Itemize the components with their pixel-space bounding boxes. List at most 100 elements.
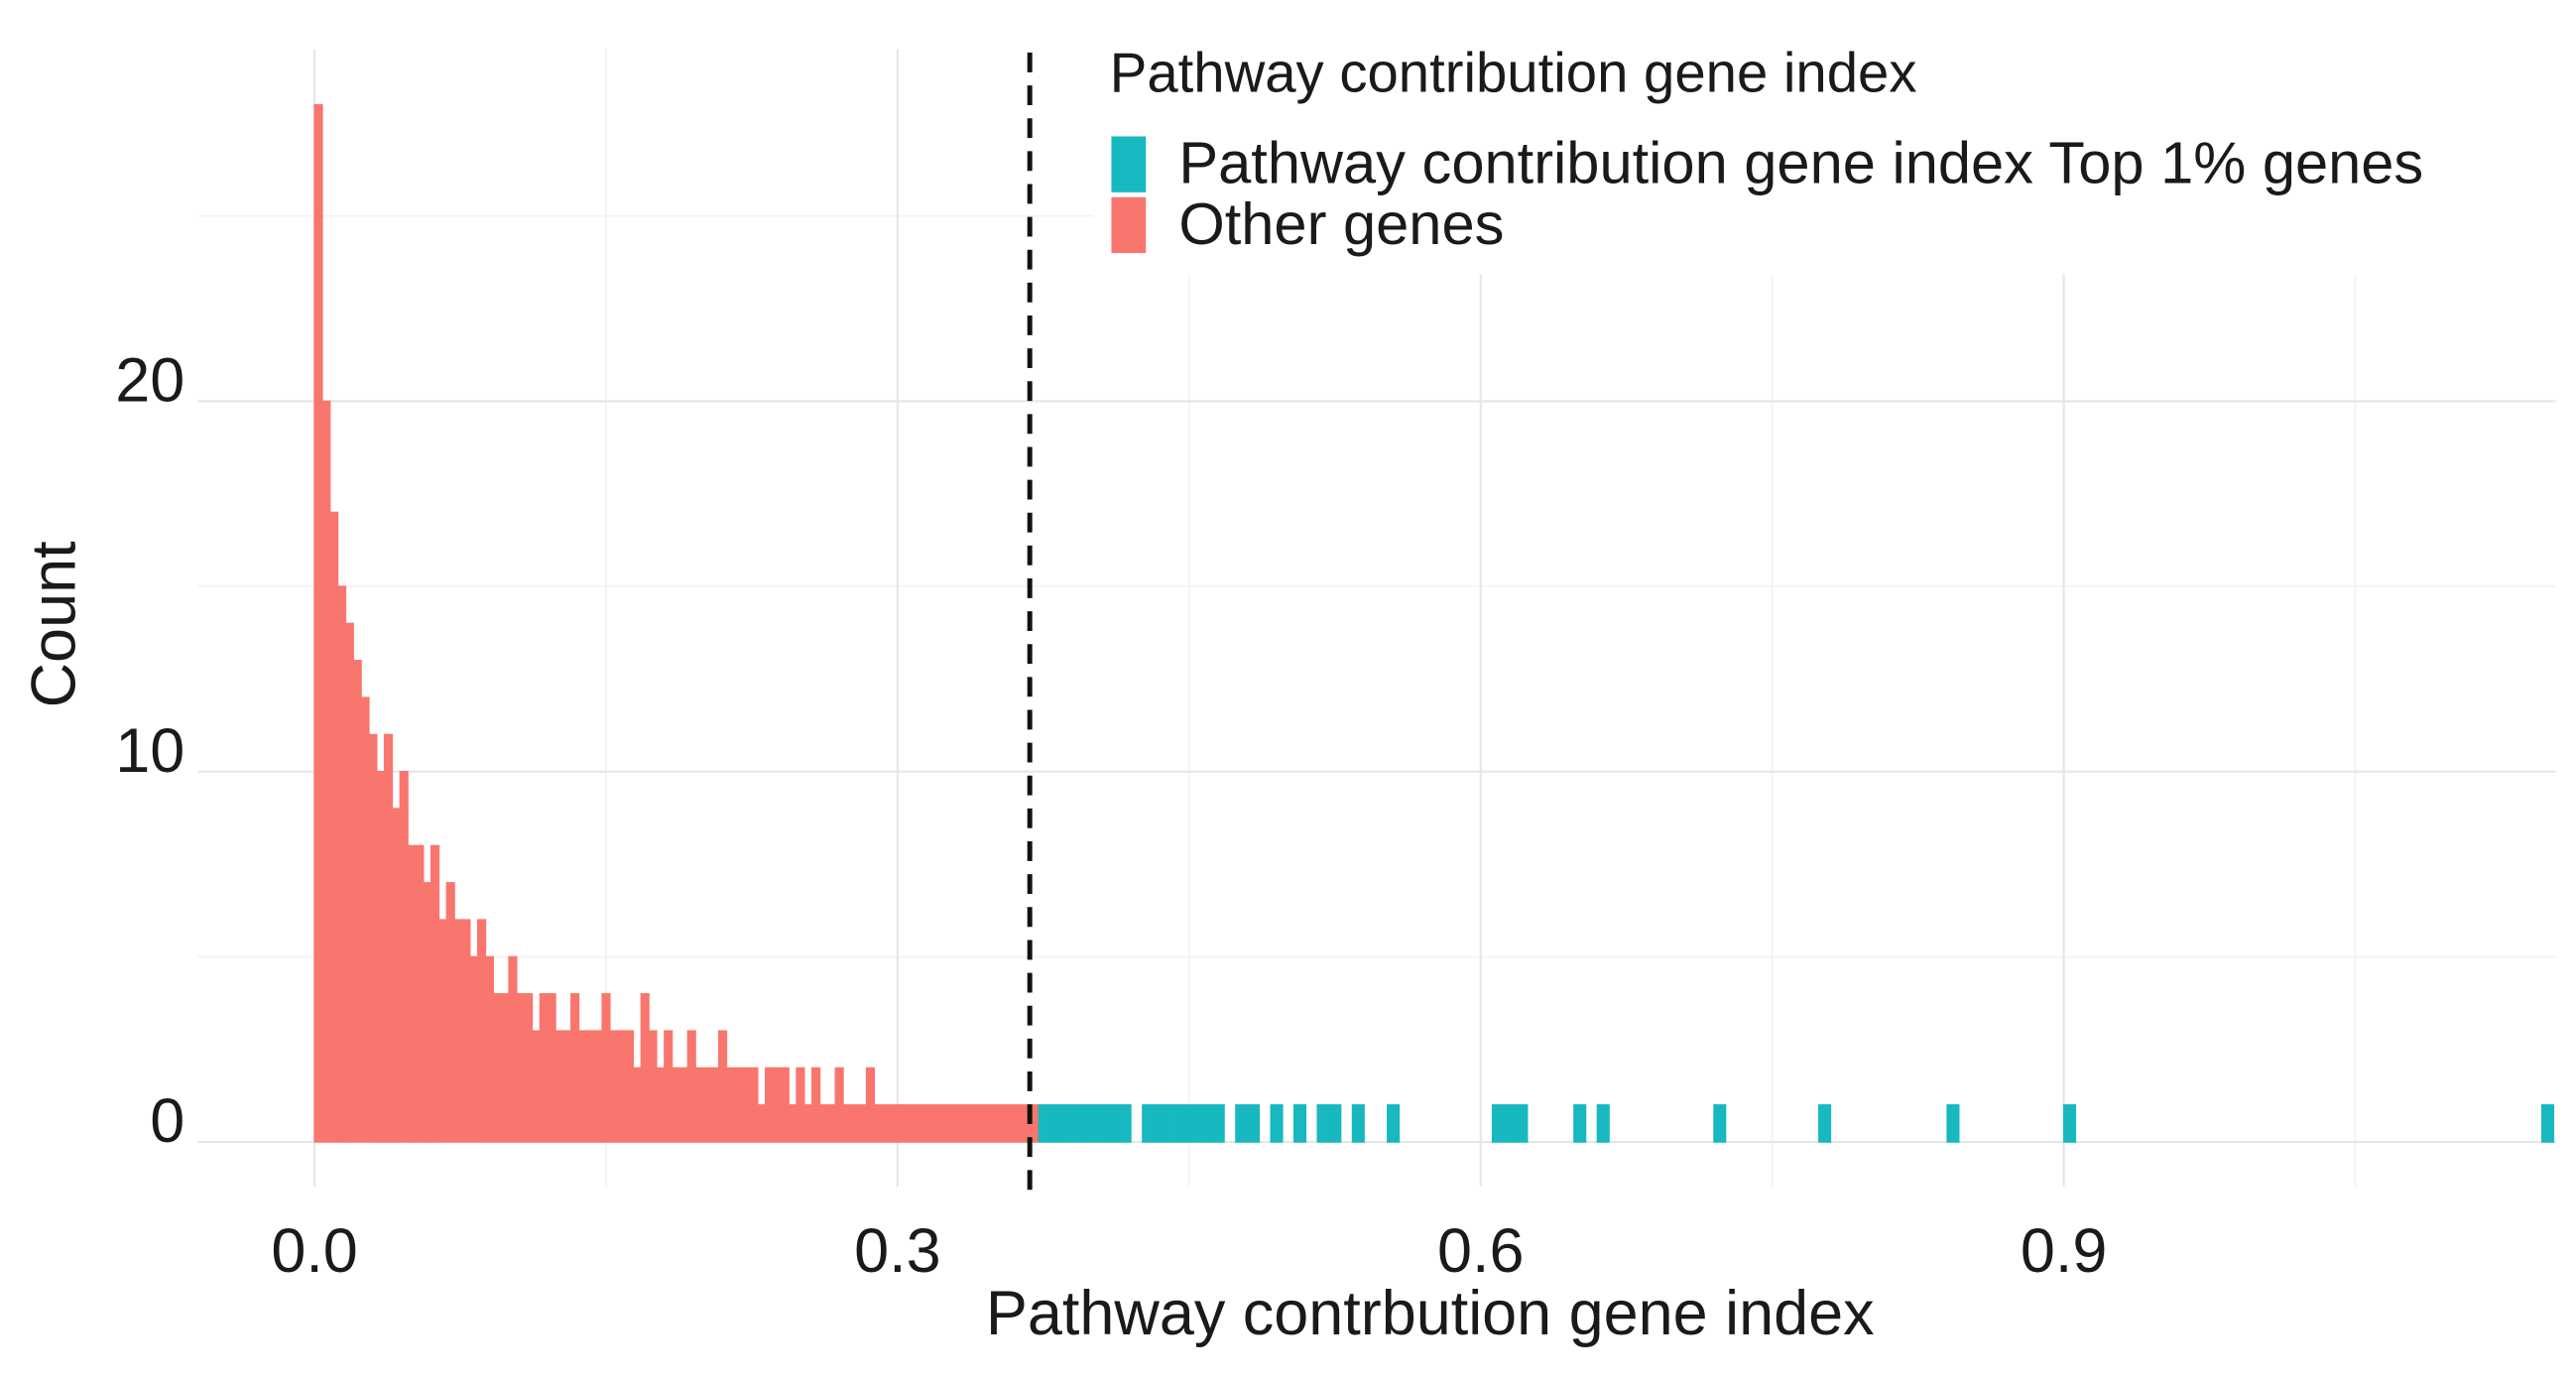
histogram-bar — [958, 1104, 969, 1143]
histogram-bar — [562, 1030, 572, 1143]
histogram-bar — [516, 993, 526, 1143]
histogram-bar — [1005, 1104, 1016, 1143]
histogram-bar — [1199, 1104, 1214, 1143]
histogram-bar — [1946, 1104, 1960, 1143]
histogram-bar — [321, 400, 331, 1143]
histogram-bar — [1142, 1104, 1156, 1143]
histogram-bar — [1818, 1104, 1832, 1143]
histogram-bar — [920, 1104, 929, 1143]
histogram-bar — [966, 1104, 976, 1143]
histogram-bar — [508, 955, 518, 1143]
histogram-bar — [1387, 1104, 1401, 1143]
histogram-bar — [648, 1030, 658, 1143]
histogram-bar — [617, 1030, 627, 1143]
histogram-bar — [500, 993, 510, 1143]
histogram-bar — [1048, 1104, 1062, 1143]
histogram-bar — [757, 1104, 767, 1143]
histogram-bar — [477, 919, 487, 1143]
histogram-bar — [547, 993, 556, 1143]
histogram-bar — [1211, 1104, 1225, 1143]
histogram-bar — [881, 1104, 891, 1143]
histogram-bar — [554, 1030, 564, 1143]
legend-label: Other genes — [1178, 190, 1504, 257]
histogram-bar — [873, 1104, 883, 1143]
histogram-bar — [1293, 1104, 1307, 1143]
histogram-bar — [1037, 1104, 1050, 1143]
histogram-bar — [765, 1067, 775, 1143]
bars — [313, 104, 2555, 1143]
histogram-bar — [749, 1067, 759, 1143]
histogram-bar — [811, 1067, 821, 1143]
x-tick-label: 0.9 — [2021, 1216, 2108, 1286]
labels: 0.0 0.3 0.6 0.9 0 10 20 — [115, 345, 2107, 1286]
histogram-bar — [1095, 1104, 1109, 1143]
histogram-bar — [1071, 1104, 1085, 1143]
histogram-bar — [725, 1067, 735, 1143]
histogram-bar — [1235, 1104, 1249, 1143]
histogram-bar — [524, 993, 534, 1143]
histogram-bar — [951, 1104, 961, 1143]
histogram-bar — [1491, 1104, 1505, 1143]
histogram-bar — [850, 1104, 860, 1143]
x-tick-label: 0.6 — [1437, 1216, 1525, 1286]
histogram-bar — [1713, 1104, 1727, 1143]
histogram-bar — [1503, 1104, 1517, 1143]
histogram-bar — [1083, 1104, 1097, 1143]
histogram-bar — [437, 919, 447, 1143]
histogram-bar — [1246, 1104, 1261, 1143]
histogram-bar — [1106, 1104, 1120, 1143]
y-tick-label: 10 — [115, 716, 184, 786]
histogram-bar — [897, 1104, 907, 1143]
histogram-bar — [360, 696, 370, 1143]
histogram-bar — [313, 104, 323, 1143]
legend-title: Pathway contribution gene index — [1110, 42, 1917, 104]
histogram-bar — [664, 1030, 674, 1143]
histogram-bar — [391, 808, 401, 1143]
histogram-bar — [1316, 1104, 1330, 1143]
legend-label: Pathway contribution gene index Top 1% g… — [1178, 130, 2423, 196]
histogram-bar — [1165, 1104, 1178, 1143]
histogram-bar — [352, 660, 362, 1143]
histogram-bar — [865, 1067, 876, 1143]
histogram-bar — [717, 1030, 728, 1143]
histogram-bar — [1188, 1104, 1202, 1143]
histogram-bar — [484, 955, 495, 1143]
histogram-bar — [539, 993, 549, 1143]
histogram-bar — [889, 1104, 899, 1143]
histogram-bar — [1596, 1104, 1610, 1143]
histogram-bar — [1573, 1104, 1587, 1143]
histogram-bar — [593, 1030, 603, 1143]
histogram-bar — [842, 1104, 852, 1143]
x-tick-label: 0.3 — [854, 1216, 941, 1286]
legend-key — [1111, 136, 1147, 192]
histogram-bar — [601, 993, 611, 1143]
histogram-bar — [585, 1030, 595, 1143]
histogram-bar — [796, 1067, 805, 1143]
histogram-bar — [943, 1104, 953, 1143]
histogram-bar — [1351, 1104, 1365, 1143]
histogram-bar — [1059, 1104, 1073, 1143]
histogram-bar — [826, 1104, 836, 1143]
histogram-bar — [2541, 1104, 2555, 1143]
histogram-bar — [772, 1067, 783, 1143]
histogram-bar — [927, 1104, 937, 1143]
histogram-bar — [733, 1067, 743, 1143]
histogram-bar — [702, 1067, 712, 1143]
histogram-bar — [415, 844, 425, 1143]
y-tick-label: 20 — [115, 345, 184, 415]
histogram-bar — [834, 1067, 844, 1143]
histogram-bar — [423, 882, 432, 1143]
histogram-bar — [998, 1104, 1008, 1143]
histogram-bar — [624, 1030, 635, 1143]
histogram-bar — [974, 1104, 984, 1143]
histogram-bar — [1153, 1104, 1166, 1143]
y-tick-label: 0 — [150, 1086, 184, 1156]
x-axis-title: Pathway contrbution gene index — [986, 1279, 1875, 1348]
histogram-bar — [399, 771, 409, 1143]
histogram-bar — [678, 1067, 688, 1143]
histogram-bar — [694, 1067, 704, 1143]
legend-key — [1111, 196, 1147, 254]
histogram-bar — [368, 733, 378, 1143]
histogram-bar — [780, 1067, 790, 1143]
